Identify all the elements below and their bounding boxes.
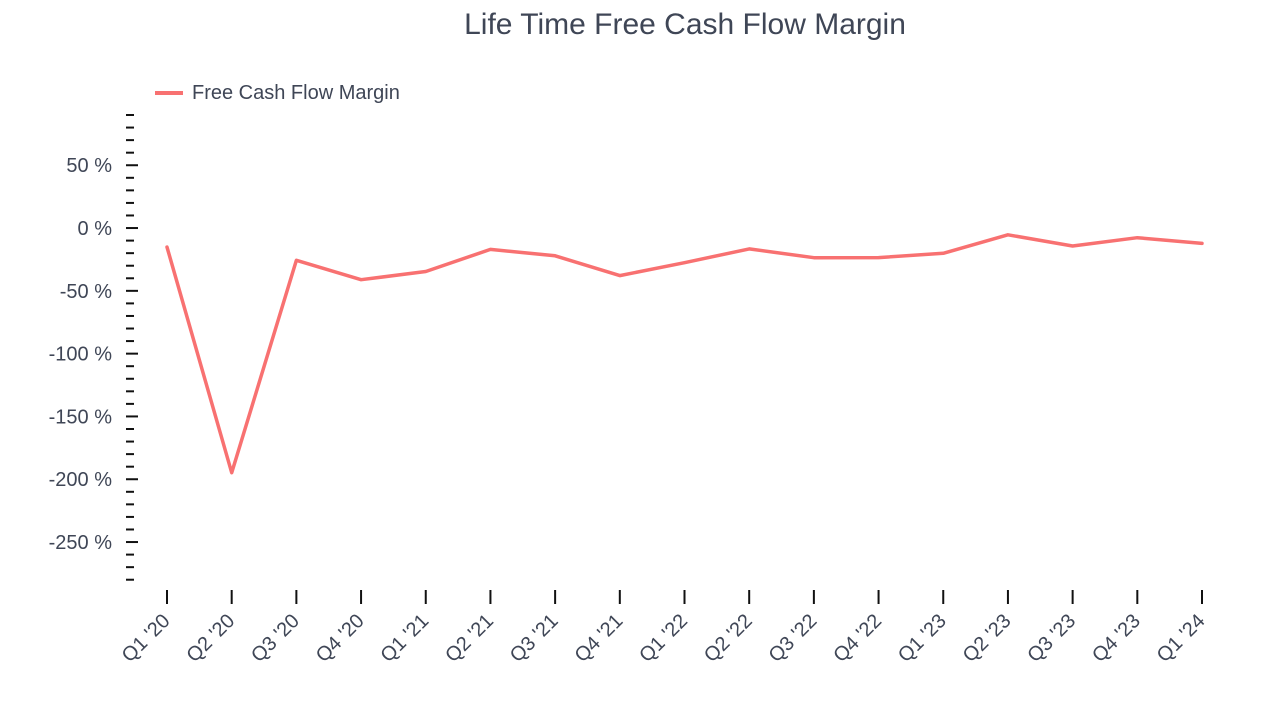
series-line [165, 233, 1204, 475]
x-tick-label: Q2 '21 [441, 610, 498, 667]
legend-label: Free Cash Flow Margin [192, 82, 400, 104]
y-tick-label: -250 % [49, 532, 113, 554]
x-tick-label: Q2 '23 [959, 610, 1016, 667]
plot-area [165, 233, 1204, 475]
x-tick-label: Q3 '23 [1023, 610, 1080, 667]
y-tick-label: -150 % [49, 406, 113, 428]
x-tick-label: Q2 '22 [700, 610, 757, 667]
x-tick-label: Q1 '24 [1153, 610, 1210, 667]
x-tick-label: Q3 '21 [506, 610, 563, 667]
x-tick-label: Q4 '22 [829, 610, 886, 667]
y-tick-label: -100 % [49, 344, 113, 366]
chart-title: Life Time Free Cash Flow Margin [464, 8, 906, 41]
y-tick-label: 0 % [78, 218, 113, 240]
x-tick-label: Q1 '22 [635, 610, 692, 667]
x-tick-label: Q1 '23 [894, 610, 951, 667]
x-tick-label: Q3 '22 [765, 610, 822, 667]
x-axis: Q1 '20 Q2 '20 Q3 '20 Q4 '20 Q1 '21 Q2 '21 Q3 '… [118, 590, 1210, 667]
y-axis: 50 % 0 % -50 % -100 % -150 % -200 % -250 % [49, 114, 138, 581]
x-tick-label: Q4 '20 [312, 610, 369, 667]
x-tick-label: Q4 '23 [1088, 610, 1145, 667]
x-tick-label: Q1 '21 [376, 610, 433, 667]
y-tick-label: 50 % [66, 155, 112, 177]
legend: Free Cash Flow Margin [155, 82, 400, 104]
x-tick-label: Q4 '21 [571, 610, 628, 667]
y-tick-label: -50 % [60, 281, 112, 303]
x-tick-label: Q3 '20 [247, 610, 304, 667]
y-tick-label: -200 % [49, 469, 113, 491]
x-tick-label: Q1 '20 [118, 610, 175, 667]
x-tick-label: Q2 '20 [182, 610, 239, 667]
